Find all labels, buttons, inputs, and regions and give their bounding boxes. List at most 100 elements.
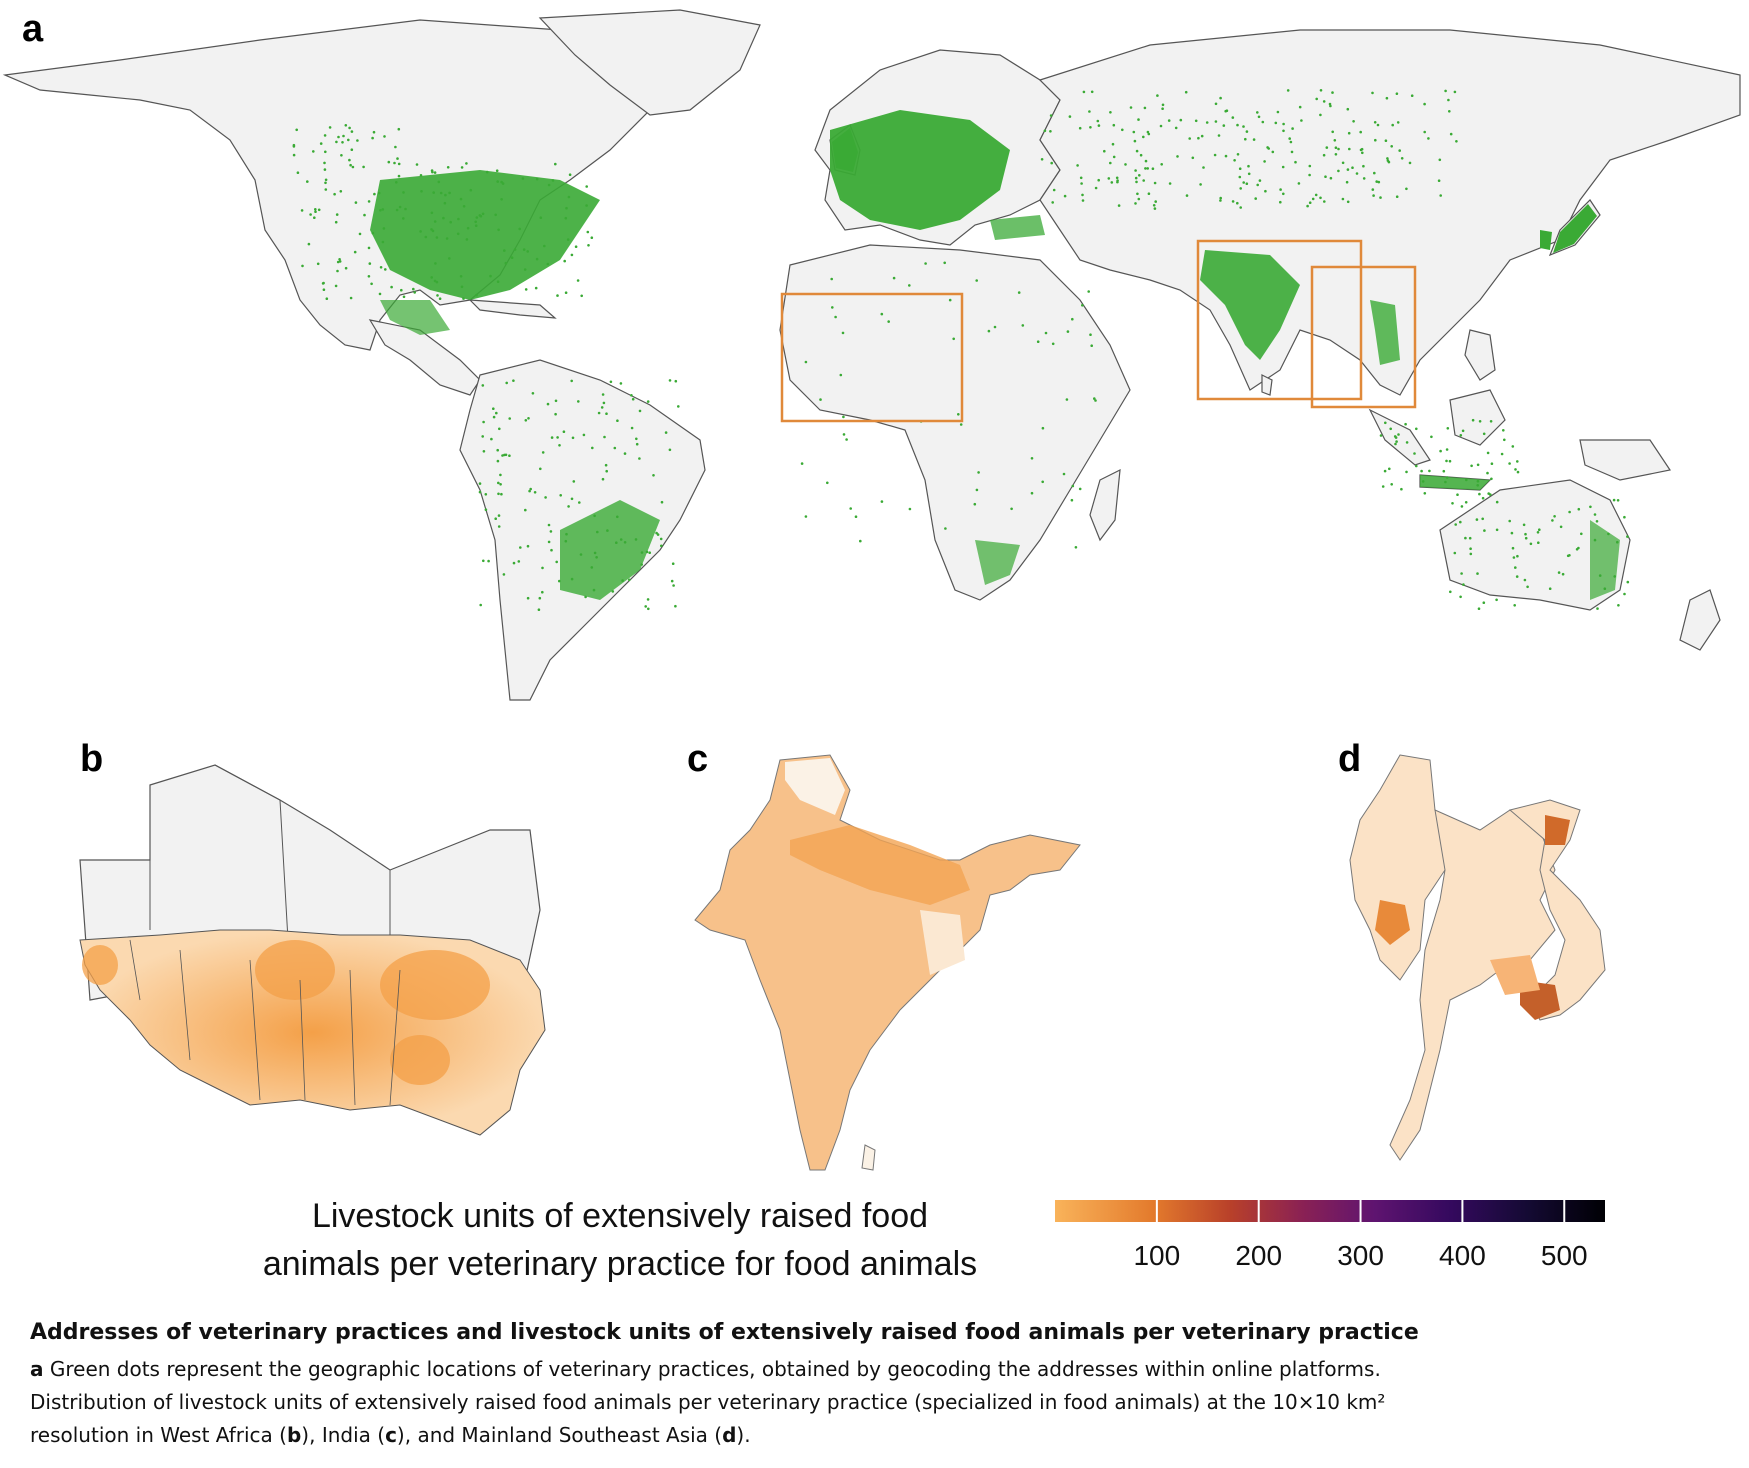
vet-practice-dot xyxy=(1437,179,1441,182)
vet-practice-dot xyxy=(1096,119,1100,123)
vet-practice-dot xyxy=(1476,572,1479,575)
vet-practice-dot xyxy=(1568,510,1571,514)
vet-practice-dot xyxy=(1197,136,1200,140)
vet-practice-dot xyxy=(495,169,499,172)
caption-a-text: Green dots represent the geographic loca… xyxy=(43,1357,1381,1381)
vet-practice-dot xyxy=(415,163,419,166)
vet-practice-dot xyxy=(1513,604,1516,607)
legend-tick-label: 400 xyxy=(1439,1240,1486,1271)
vet-practice-dot xyxy=(1079,176,1083,180)
vet-practice-dot xyxy=(1040,158,1044,161)
vet-practice-dot xyxy=(1050,161,1053,165)
vet-practice-dot xyxy=(977,471,980,474)
vet-practice-dot xyxy=(497,228,500,232)
india-outline xyxy=(694,754,1081,1171)
vet-practice-dot xyxy=(1464,536,1467,540)
vet-practice-dot xyxy=(1134,169,1137,172)
vet-practice-dot xyxy=(1568,554,1571,557)
vet-practice-dot xyxy=(1233,159,1236,162)
vet-practice-dot xyxy=(1482,601,1486,604)
vet-practice-dot xyxy=(499,483,502,486)
west-africa-map xyxy=(79,764,546,1136)
vet-practice-dot xyxy=(1136,192,1139,196)
vet-practice-dot xyxy=(433,220,437,223)
vet-practice-dot xyxy=(1281,165,1285,169)
vet-practice-dot xyxy=(635,437,638,441)
vet-practice-dot xyxy=(475,216,479,219)
vet-practice-dot xyxy=(1430,435,1433,439)
vet-practice-dot xyxy=(1626,535,1629,538)
vet-practice-dot xyxy=(944,527,947,530)
vet-practice-dot xyxy=(1337,147,1340,151)
vet-practice-dot xyxy=(1217,134,1221,137)
vet-practice-dot xyxy=(1236,153,1240,156)
vet-practice-dot xyxy=(635,442,639,446)
vet-practice-dot xyxy=(496,280,500,284)
legend-title-line1: Livestock units of extensively raised fo… xyxy=(311,1197,929,1235)
vet-practice-dot xyxy=(1076,164,1079,167)
vet-practice-dot xyxy=(582,433,586,437)
vet-practice-dot xyxy=(319,142,323,145)
vet-practice-dot xyxy=(1362,164,1365,168)
vet-practice-dot xyxy=(1274,121,1278,125)
vet-practice-dot xyxy=(1231,200,1235,203)
vet-practice-dot xyxy=(1244,137,1247,141)
caption-a-marker: a xyxy=(30,1357,44,1381)
vet-practice-dot xyxy=(1389,427,1392,431)
vet-practice-dot xyxy=(564,216,568,220)
vet-practice-dot xyxy=(1279,188,1282,191)
vet-practice-dot xyxy=(1239,187,1242,190)
vet-practice-dot xyxy=(652,474,655,477)
vet-practice-dot xyxy=(459,197,463,201)
vet-practice-dot xyxy=(344,124,348,127)
vet-practice-dot xyxy=(460,166,464,169)
vet-practice-dot xyxy=(534,286,538,290)
sumatra xyxy=(1368,408,1431,466)
vet-practice-dot xyxy=(1205,121,1209,124)
vet-practice-dot xyxy=(500,198,503,201)
vet-practice-dot xyxy=(1453,90,1457,94)
vet-practice-dot xyxy=(513,248,517,251)
vet-practice-dot xyxy=(1191,156,1195,160)
vet-practice-dot xyxy=(593,551,597,555)
vet-practice-dot xyxy=(1514,566,1517,569)
vet-practice-dot xyxy=(1081,304,1084,307)
vet-practice-dot xyxy=(1500,452,1504,456)
vet-practice-dot xyxy=(1388,467,1391,471)
vet-practice-dot xyxy=(325,297,329,301)
vet-practice-dot xyxy=(1577,507,1581,511)
vet-practice-dot xyxy=(1078,126,1082,130)
vet-practice-dot xyxy=(1580,532,1583,536)
vet-practice-dot xyxy=(1553,515,1556,518)
vet-practice-dot xyxy=(1090,344,1093,348)
vet-practice-dot xyxy=(1242,125,1245,128)
vet-practice-dot xyxy=(371,136,374,140)
india-north-mountains xyxy=(785,758,845,815)
vet-practice-dot xyxy=(606,529,609,532)
vet-practice-dot xyxy=(547,183,551,187)
vet-practice-dot xyxy=(1444,480,1447,484)
vet-practice-dot xyxy=(1351,166,1354,169)
vet-practice-dot xyxy=(323,134,327,137)
vet-practice-dot xyxy=(1537,541,1540,544)
vet-practice-dot xyxy=(1117,204,1121,207)
vet-practice-dot xyxy=(1238,167,1242,170)
vet-practice-dot xyxy=(605,469,608,473)
vet-practice-dot xyxy=(430,211,434,215)
southeast-asia-box xyxy=(1310,265,1417,409)
vet-practice-dot xyxy=(1526,585,1529,589)
vet-practice-dot xyxy=(313,216,316,219)
vet-practice-dot xyxy=(1346,168,1350,171)
vet-practice-dot xyxy=(1097,124,1101,127)
vet-practice-dot xyxy=(394,145,397,149)
vet-practice-dot xyxy=(328,126,332,129)
vet-practice-dot xyxy=(1160,163,1163,166)
vet-practice-dot xyxy=(519,546,522,549)
dots-india xyxy=(1200,250,1300,360)
vet-practice-dot xyxy=(1143,106,1147,110)
vet-practice-dot xyxy=(484,508,488,512)
colorbar-ticks xyxy=(1155,1200,1566,1222)
vet-practice-dot xyxy=(1346,200,1350,204)
vet-practice-dot xyxy=(317,208,321,212)
vet-practice-dot xyxy=(1415,464,1418,468)
